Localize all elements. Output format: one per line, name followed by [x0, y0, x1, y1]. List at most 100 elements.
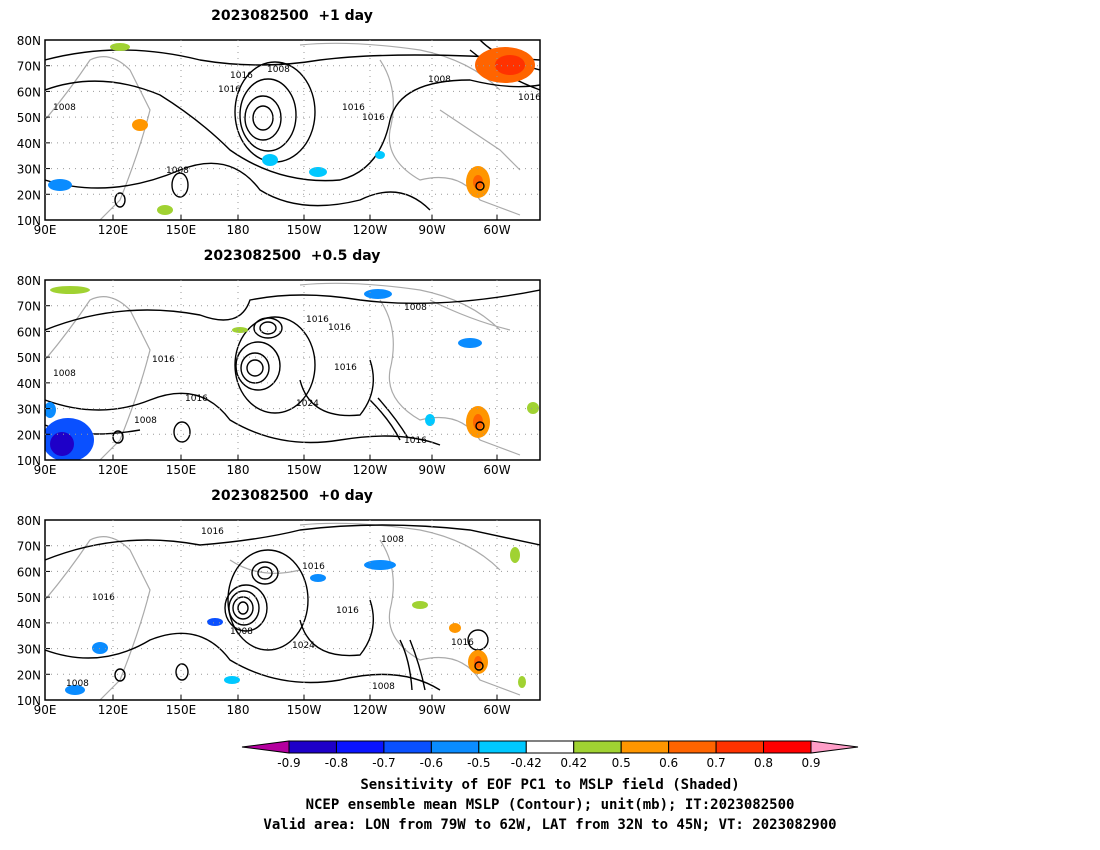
contour-lines [45, 524, 540, 691]
lon-tick-label: 90E [34, 223, 57, 237]
colorbar-label: 0.5 [612, 756, 631, 770]
lon-tick-label: 90E [34, 463, 57, 477]
caption-line-3: Valid area: LON from 79W to 62W, LAT fro… [263, 817, 837, 833]
contour-label: 1016 [306, 315, 329, 325]
colorbar-label: 0.9 [801, 756, 820, 770]
lat-tick-label: 80N [17, 274, 41, 288]
colorbar-swatch [478, 740, 527, 754]
contour-label: 1008 [166, 166, 189, 176]
lat-tick-label: 70N [17, 300, 41, 314]
contour-labels: 1016 1008 1016 1008 1016 1016 1008 1008 … [53, 65, 541, 176]
lon-tick-label: 120W [353, 463, 388, 477]
contour-labels: 1008 1016 1016 1008 1016 1016 1024 1008 … [53, 303, 427, 446]
map-frame [44, 39, 541, 221]
panel-title: 2023082500 +0 day [211, 488, 373, 504]
contour-label: 1008 [53, 103, 76, 113]
caption-line-1: Sensitivity of EOF PC1 to MSLP field (Sh… [360, 777, 740, 793]
lon-tick-label: 150W [287, 703, 322, 717]
panel-plus0-day: 2023082500 +0 day [17, 488, 541, 717]
colorbar-swatch [668, 740, 717, 754]
colorbar: -0.9 -0.8 -0.7 -0.6 -0.5 -0.42 0.42 0.5 0.6 0.7 0.… [241, 740, 859, 770]
colorbar-label: -0.7 [372, 756, 395, 770]
colorbar-label: 0.6 [659, 756, 678, 770]
lon-tick-label: 90E [34, 703, 57, 717]
sensitivity-shading [48, 43, 535, 215]
contour-label: 1008 [381, 535, 404, 545]
map-frame [44, 279, 541, 461]
lon-tick-label: 120E [98, 463, 129, 477]
lat-tick-label: 50N [17, 591, 41, 605]
lon-tick-label: 60W [483, 463, 510, 477]
lon-tick-label: 60W [483, 703, 510, 717]
panel-title: 2023082500 +0.5 day [204, 248, 381, 264]
colorbar-swatch [763, 740, 812, 754]
lon-tick-label: 180 [227, 223, 250, 237]
lon-tick-label: 150E [166, 463, 197, 477]
lat-tick-label: 30N [17, 643, 41, 657]
lon-tick-label: 120W [353, 223, 388, 237]
contour-label: 1016 [152, 355, 175, 365]
colorbar-label: -0.5 [467, 756, 490, 770]
lat-tick-label: 30N [17, 403, 41, 417]
panel-title: 2023082500 +1 day [211, 8, 373, 24]
lat-tick-label: 40N [17, 617, 41, 631]
colorbar-swatch [430, 740, 480, 754]
contour-label: 1016 [218, 85, 241, 95]
contour-label: 1008 [53, 369, 76, 379]
colorbar-label: -0.42 [511, 756, 542, 770]
map-frame [44, 519, 541, 701]
contour-labels: 1016 1008 1016 1016 1016 1008 1024 1016 … [66, 527, 474, 692]
contour-label: 1016 [92, 593, 115, 603]
lon-tick-label: 60W [483, 223, 510, 237]
lat-tick-label: 20N [17, 428, 41, 442]
lon-tick-label: 120W [353, 703, 388, 717]
colorbar-min-arrow [241, 740, 290, 754]
contour-label: 1016 [185, 394, 208, 404]
contour-label: 1008 [372, 682, 395, 692]
lat-tick-label: 10N [17, 694, 41, 708]
colorbar-swatch [525, 740, 575, 754]
coastlines [45, 42, 521, 220]
colorbar-label: -0.9 [277, 756, 300, 770]
colorbar-swatch [288, 740, 337, 754]
lat-tick-label: 10N [17, 454, 41, 468]
lat-tick-label: 40N [17, 137, 41, 151]
contour-label: 1008 [134, 416, 157, 426]
lat-tick-label: 80N [17, 514, 41, 528]
colorbar-swatch [573, 740, 622, 754]
colorbar-swatch [383, 740, 432, 754]
contour-label: 1008 [428, 75, 451, 85]
lat-tick-label: 50N [17, 351, 41, 365]
contour-label: 1008 [66, 679, 89, 689]
colorbar-max-arrow [810, 740, 859, 754]
lon-tick-label: 120E [98, 703, 129, 717]
lon-tick-label: 150W [287, 223, 322, 237]
lon-tick-label: 90W [418, 223, 445, 237]
caption-line-2: NCEP ensemble mean MSLP (Contour); unit(… [305, 797, 795, 813]
contour-label: 1016 [518, 93, 541, 103]
lon-tick-label: 120E [98, 223, 129, 237]
sensitivity-shading [65, 547, 526, 695]
lat-tick-label: 20N [17, 188, 41, 202]
contour-label: 1016 [334, 363, 357, 373]
contour-label: 1016 [404, 436, 427, 446]
colorbar-swatch [335, 740, 385, 754]
lat-tick-label: 60N [17, 325, 41, 339]
lon-tick-label: 90W [418, 703, 445, 717]
contour-label: 1016 [336, 606, 359, 616]
lon-tick-label: 150E [166, 223, 197, 237]
contour-label: 1016 [230, 71, 253, 81]
lon-tick-label: 180 [227, 463, 250, 477]
colorbar-swatch [715, 740, 765, 754]
lon-tick-label: 150W [287, 463, 322, 477]
contour-label: 1016 [342, 103, 365, 113]
contour-lines [45, 40, 540, 211]
colorbar-label: 0.7 [707, 756, 726, 770]
lon-tick-label: 90W [418, 463, 445, 477]
lon-tick-label: 150E [166, 703, 197, 717]
lat-tick-label: 30N [17, 163, 41, 177]
lat-tick-label: 80N [17, 34, 41, 48]
